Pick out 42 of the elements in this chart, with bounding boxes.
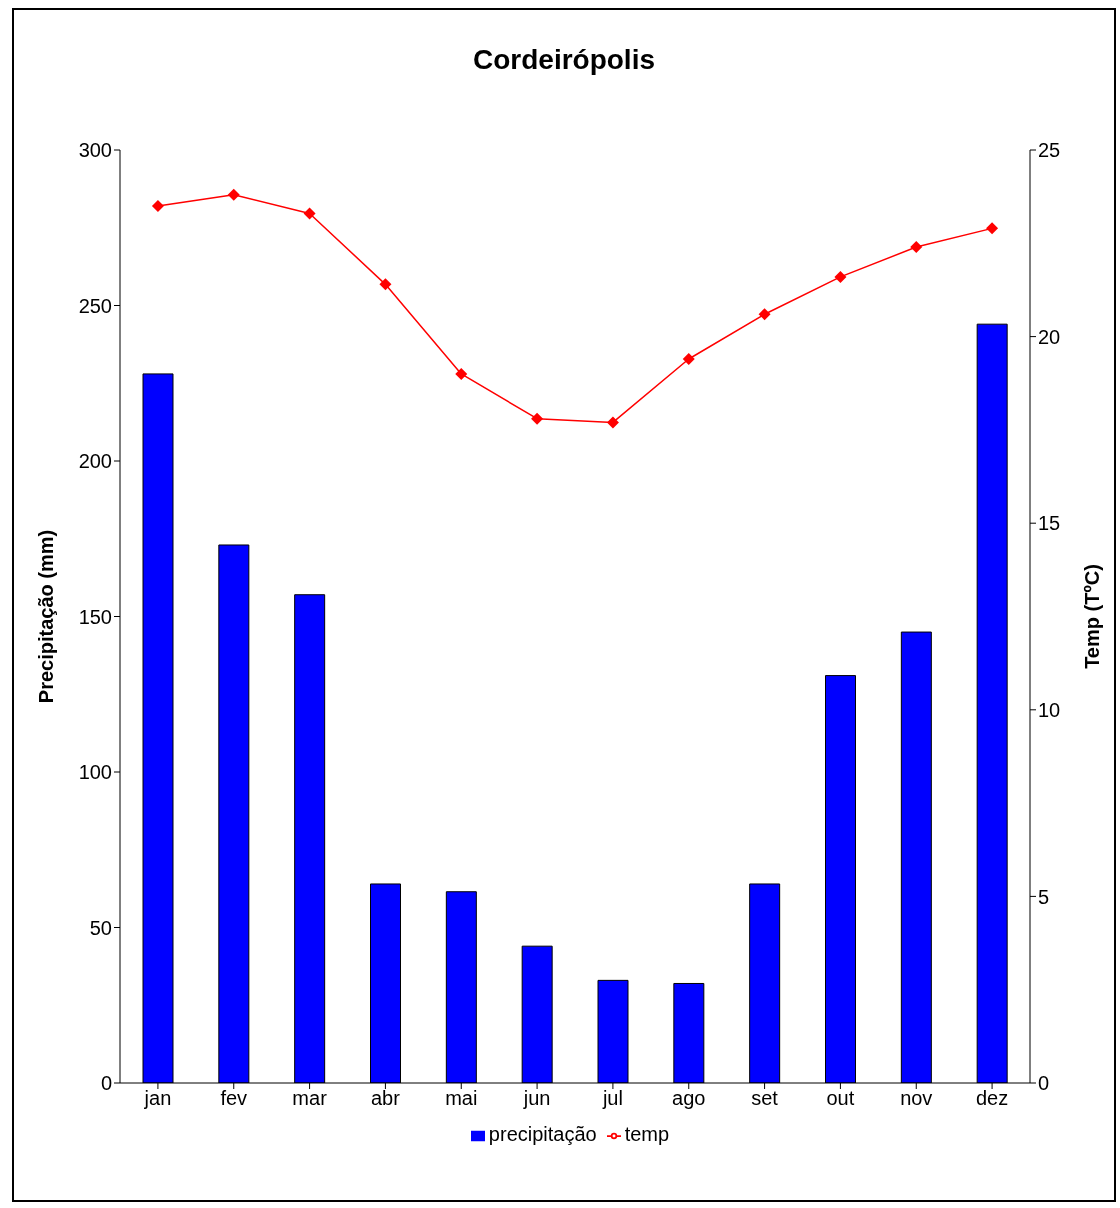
y2-tick-label: 15 bbox=[1038, 512, 1061, 535]
y2-tick-label: 10 bbox=[1038, 698, 1061, 721]
point bbox=[910, 241, 923, 254]
y-tick-label: 50 bbox=[89, 916, 112, 939]
point bbox=[151, 199, 164, 212]
y-tick-label: 100 bbox=[78, 761, 112, 784]
point bbox=[682, 352, 695, 365]
point bbox=[303, 207, 316, 220]
point bbox=[834, 270, 847, 283]
point bbox=[531, 412, 544, 425]
x-tick-label: set bbox=[751, 1087, 779, 1110]
legend-label: temp bbox=[624, 1123, 670, 1145]
x-tick-label: jun bbox=[522, 1087, 551, 1110]
x-tick-label: dez bbox=[975, 1087, 1009, 1110]
legend-label: precipitação bbox=[488, 1123, 597, 1145]
x-tick-label: ago bbox=[672, 1087, 706, 1110]
y2-tick-label: 5 bbox=[1038, 885, 1050, 908]
y-tick-label: 300 bbox=[78, 139, 112, 162]
x-tick-label: jul bbox=[601, 1087, 623, 1110]
x-tick-label: mar bbox=[292, 1087, 328, 1110]
point bbox=[379, 278, 392, 291]
y-tick-label: 200 bbox=[78, 450, 112, 473]
x-tick-label: abr bbox=[370, 1087, 401, 1110]
point bbox=[606, 416, 619, 429]
y2-tick-label: 25 bbox=[1038, 139, 1061, 162]
point bbox=[455, 367, 468, 380]
y2-tick-label: 0 bbox=[1038, 1072, 1050, 1095]
x-tick-label: jan bbox=[143, 1087, 172, 1110]
y-tick-label: 0 bbox=[100, 1072, 112, 1095]
point bbox=[227, 188, 240, 201]
x-tick-label: mai bbox=[445, 1087, 478, 1110]
point bbox=[758, 308, 771, 321]
point bbox=[986, 222, 999, 235]
y2-tick-label: 20 bbox=[1038, 325, 1061, 348]
x-tick-label: nov bbox=[900, 1087, 933, 1110]
y-axis-title: Precipitação (mm) bbox=[35, 529, 58, 704]
y-tick-label: 250 bbox=[78, 294, 112, 317]
y-tick-label: 150 bbox=[78, 605, 112, 628]
x-tick-label: fev bbox=[220, 1087, 248, 1110]
chart-title: Cordeirópolis bbox=[472, 44, 656, 76]
x-tick-label: out bbox=[826, 1087, 855, 1110]
y2-axis-title: Temp (TºC) bbox=[1081, 564, 1104, 669]
